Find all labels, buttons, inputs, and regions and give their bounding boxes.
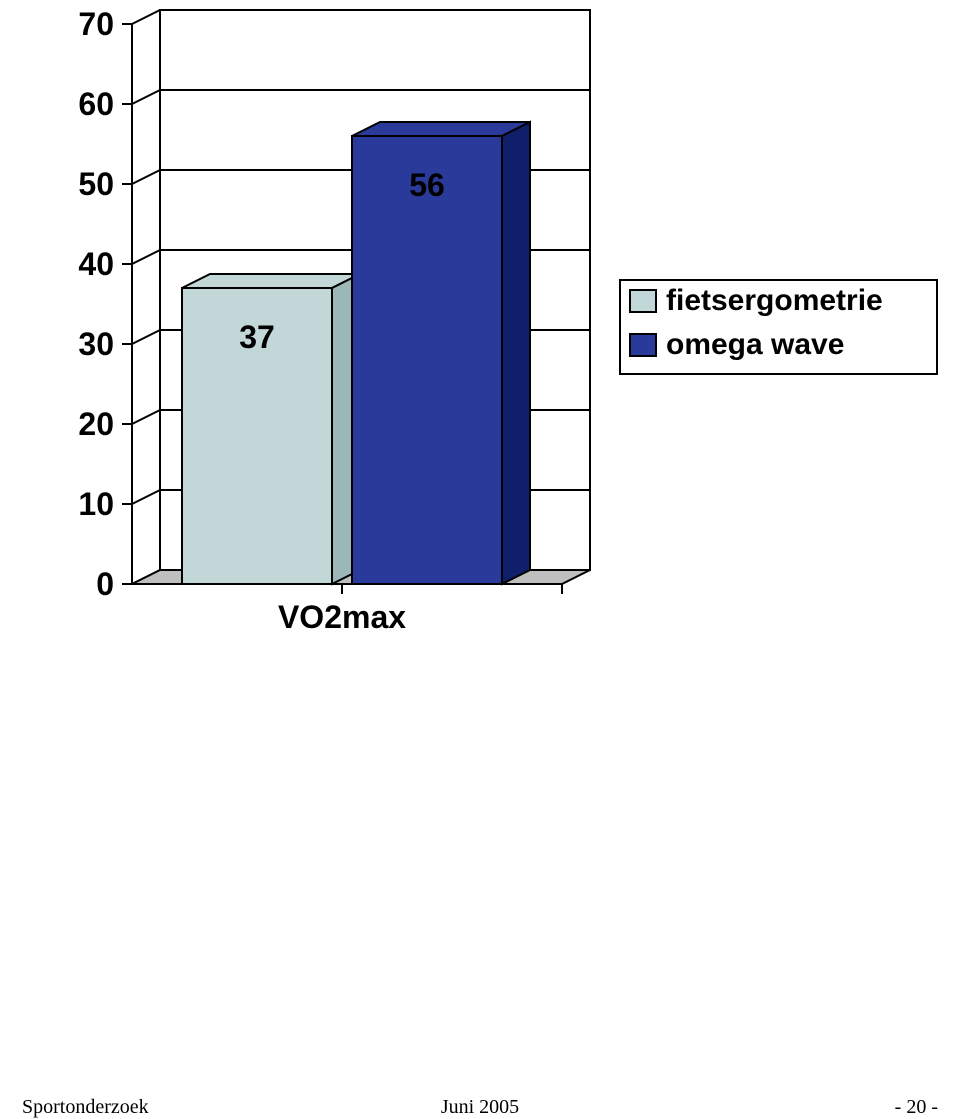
legend-swatch (630, 290, 656, 312)
bar-chart-svg: 0 10 20 30 40 50 60 70 37 56 VO2max fietsergometrie… (20, 0, 940, 680)
legend-label: omega wave (666, 328, 844, 361)
y-tick-label: 30 (78, 326, 114, 362)
footer-left: Sportonderzoek (22, 1096, 149, 1119)
y-tick-label: 60 (78, 86, 114, 122)
y-tick-label: 20 (78, 406, 114, 442)
y-tick-label: 0 (96, 566, 114, 602)
bar-side (502, 122, 530, 584)
bar-top (182, 274, 360, 288)
chart-container: 0 10 20 30 40 50 60 70 37 56 VO2max fietsergometrie… (20, 0, 940, 680)
bar-top (352, 122, 530, 136)
y-tick-label: 50 (78, 166, 114, 202)
legend-label: fietsergometrie (666, 284, 883, 317)
footer-center: Juni 2005 (441, 1096, 519, 1119)
bar-value-label: 56 (409, 167, 445, 203)
footer-right: - 20 - (895, 1096, 938, 1119)
category-label: VO2max (278, 599, 406, 635)
y-tick-label: 40 (78, 246, 114, 282)
legend-swatch (630, 334, 656, 356)
bar-value-label: 37 (239, 319, 275, 355)
y-tick-label: 10 (78, 486, 114, 522)
y-tick-label: 70 (78, 6, 114, 42)
bar-front (352, 136, 502, 584)
